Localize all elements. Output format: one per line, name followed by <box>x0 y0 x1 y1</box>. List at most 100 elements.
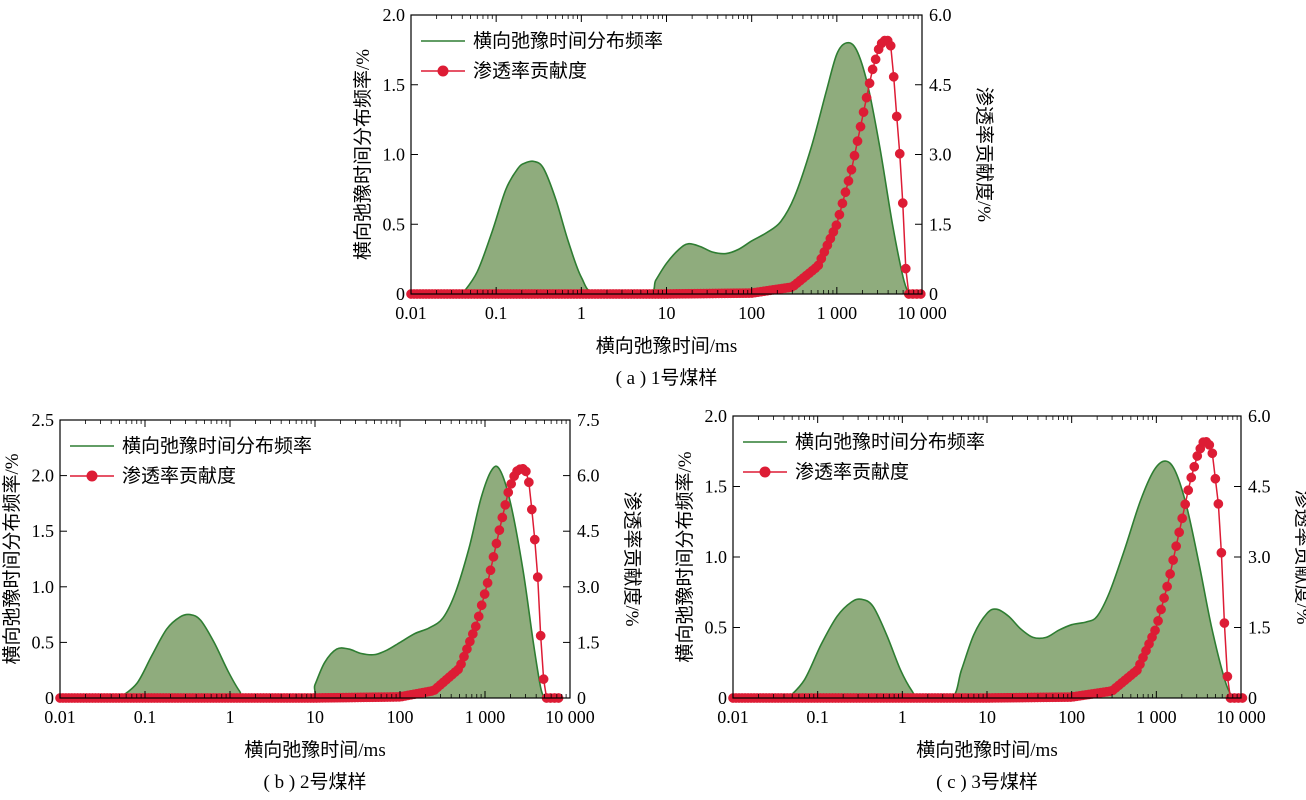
y2-tick-label: 6.0 <box>577 466 600 486</box>
data-point <box>861 92 872 103</box>
data-point <box>1207 448 1218 459</box>
x-axis-title: 横向弛豫时间/ms <box>596 335 737 357</box>
y-tick-label: 0 <box>718 688 727 708</box>
y2-tick-label: 6.0 <box>1248 406 1271 426</box>
data-point <box>849 150 860 161</box>
data-point <box>485 565 496 576</box>
data-point <box>1177 513 1188 524</box>
y-tick-label: 0.5 <box>383 214 406 234</box>
y-axis-title: 横向弛豫时间分布频率/% <box>1 453 23 664</box>
legend-label-distribution: 横向弛豫时间分布频率 <box>795 431 985 453</box>
legend-label-permeability: 渗透率贡献度 <box>795 461 909 483</box>
x-tick-label: 1 000 <box>817 303 858 323</box>
distribution-curve <box>118 465 546 699</box>
x-tick-label: 0.01 <box>717 707 749 727</box>
y2-tick-label: 4.5 <box>929 75 952 95</box>
data-point <box>1171 541 1182 552</box>
data-point <box>1216 547 1227 558</box>
distribution-area-fill <box>462 42 909 295</box>
x-tick-label: 10 <box>306 707 324 727</box>
y2-tick-label: 0 <box>929 284 938 304</box>
data-point <box>855 121 866 132</box>
data-point <box>1150 625 1160 636</box>
y-tick-label: 0.5 <box>32 632 55 652</box>
y-tick-label: 1.5 <box>383 75 406 95</box>
x-tick-label: 10 <box>658 303 676 323</box>
x-tick-label: 0.01 <box>44 707 76 727</box>
data-point <box>885 40 896 51</box>
distribution-area-fill <box>788 461 1233 698</box>
data-point <box>1213 499 1224 509</box>
x-tick-label: 1 <box>577 303 586 323</box>
x-tick-label: 0.1 <box>806 707 829 727</box>
data-point <box>503 487 514 498</box>
data-point <box>852 136 863 146</box>
y-tick-label: 1.0 <box>32 577 55 597</box>
data-point <box>870 54 881 65</box>
data-point <box>831 220 842 231</box>
x-tick-label: 0.1 <box>134 707 157 727</box>
distribution-area-fill <box>119 466 545 698</box>
x-tick-label: 10 000 <box>545 707 595 727</box>
y-tick-label: 0.5 <box>705 618 728 638</box>
legend-label-permeability: 渗透率贡献度 <box>473 60 587 82</box>
data-point <box>488 552 499 562</box>
chart-panel-1: 0.01 0.1 1 10 100 1 000 10 00000.51.01.52.001.… <box>352 5 995 389</box>
data-point <box>840 187 851 198</box>
data-point <box>470 621 481 632</box>
y2-tick-label: 4.5 <box>1248 477 1271 497</box>
data-point <box>491 538 502 549</box>
data-point <box>535 630 546 641</box>
legend-label-distribution: 横向弛豫时间分布频率 <box>122 435 312 457</box>
y2-tick-label: 1.5 <box>1248 618 1271 638</box>
data-point <box>1219 618 1230 628</box>
x-tick-label: 10 <box>978 707 996 727</box>
y-tick-label: 1.0 <box>705 547 728 567</box>
y-tick-label: 1.5 <box>705 477 728 497</box>
x-axis-title: 横向弛豫时间/ms <box>916 739 1057 761</box>
data-point <box>532 572 543 582</box>
x-tick-label: 1 000 <box>1136 707 1177 727</box>
y-tick-label: 2.0 <box>705 406 728 426</box>
data-point <box>1153 616 1163 626</box>
data-point <box>837 198 848 209</box>
data-point <box>1189 461 1200 472</box>
data-point <box>864 78 875 89</box>
y2-tick-label: 1.5 <box>929 214 952 234</box>
data-point <box>891 111 902 122</box>
data-point <box>497 512 508 523</box>
y2-axis-title: 渗透率贡献度/% <box>621 491 643 626</box>
y2-tick-label: 1.5 <box>577 632 600 652</box>
chart-panel-2: 0.01 0.1 1 10 100 1 000 10 00000.51.01.52.02.5… <box>1 410 643 793</box>
legend-swatch-permeability-marker <box>759 466 771 478</box>
data-point <box>1159 593 1169 603</box>
y2-tick-label: 4.5 <box>577 521 600 541</box>
y2-axis-title: 渗透率贡献度/% <box>973 87 995 222</box>
legend-swatch-permeability-marker <box>86 470 98 482</box>
data-point <box>867 64 878 75</box>
x-tick-label: 100 <box>387 707 414 727</box>
distribution-curve <box>787 460 1234 699</box>
panel-caption: ( a ) 1号煤样 <box>616 367 718 389</box>
y-tick-label: 2.0 <box>383 5 406 25</box>
data-point <box>476 600 487 611</box>
x-tick-label: 10 000 <box>897 303 947 323</box>
data-point <box>1168 555 1178 565</box>
data-point <box>843 176 854 186</box>
chart-panel-3: 0.01 0.1 1 10 100 1 000 10 00000.51.01.52.001.… <box>674 406 1306 793</box>
y2-tick-label: 0 <box>577 688 586 708</box>
x-axis-title: 横向弛豫时间/ms <box>244 739 385 761</box>
y2-tick-label: 3.0 <box>577 577 600 597</box>
data-point <box>1222 671 1233 682</box>
y2-axis-title: 渗透率贡献度/% <box>1292 489 1306 624</box>
x-tick-label: 100 <box>738 303 765 323</box>
data-point <box>1174 527 1185 538</box>
distribution-curve <box>461 41 910 295</box>
x-tick-label: 1 <box>226 707 235 727</box>
x-tick-label: 100 <box>1058 707 1085 727</box>
y-tick-label: 1.5 <box>32 521 55 541</box>
data-point <box>888 71 899 82</box>
